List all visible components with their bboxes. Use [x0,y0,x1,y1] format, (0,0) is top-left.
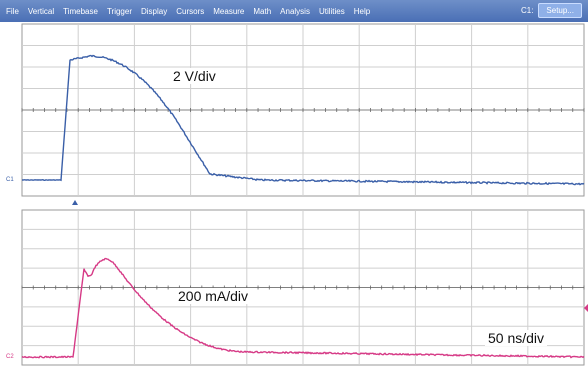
voltage-trace [22,54,585,186]
active-channel-label: C1: [520,6,534,15]
channel-1-marker: C1 [6,177,14,183]
menu-help[interactable]: Help [353,6,371,16]
menu-bar: File Vertical Timebase Trigger Display C… [0,0,588,22]
bottom-graticule [21,209,585,366]
waveform-display: C1 C2 [6,23,588,366]
voltage-scale-label: 2 V/div [170,68,219,84]
menu-measure[interactable]: Measure [213,6,245,16]
menu-timebase[interactable]: Timebase [63,6,98,16]
channel-2-marker: C2 [6,354,14,360]
timebase-scale-label: 50 ns/div [485,330,548,346]
menu-file[interactable]: File [6,6,19,16]
menu-display[interactable]: Display [141,6,168,16]
bottom-right-level-marker [584,304,588,312]
menu-right-group: C1: Setup... [521,3,582,18]
menu-cursors[interactable]: Cursors [176,6,205,16]
top-graticule [21,23,585,197]
current-trace [21,257,585,359]
menu-analysis[interactable]: Analysis [280,6,310,16]
menu-math[interactable]: Math [253,6,272,16]
menu-utilities[interactable]: Utilities [318,6,345,16]
trigger-position-marker [72,200,78,205]
setup-button[interactable]: Setup... [538,3,582,18]
current-scale-label: 200 mA/div [175,288,252,304]
menu-vertical[interactable]: Vertical [27,6,55,16]
menu-trigger[interactable]: Trigger [106,6,132,16]
